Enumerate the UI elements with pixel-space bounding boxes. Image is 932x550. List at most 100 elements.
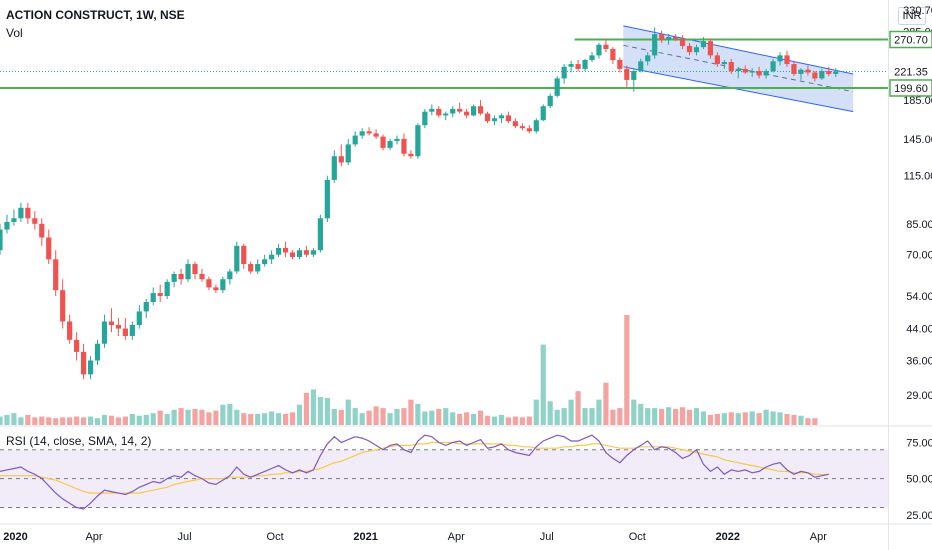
currency-selector[interactable]: INR	[898, 7, 926, 25]
candle-body	[826, 71, 832, 74]
candle-body	[436, 108, 442, 116]
price-label-text: 221.35	[894, 67, 928, 79]
volume-bar	[60, 417, 66, 425]
candle-body	[603, 44, 609, 50]
candle-body	[157, 293, 163, 296]
volume-bar	[603, 382, 609, 425]
candle-body	[289, 252, 296, 257]
volume-bar	[464, 412, 470, 425]
candle-body	[331, 156, 337, 180]
candle-body	[568, 64, 574, 67]
volume-bar	[157, 410, 163, 425]
candle-body	[728, 62, 734, 72]
candle-body	[471, 106, 477, 116]
candle-body	[387, 141, 393, 148]
volume-bar	[791, 414, 797, 425]
volume-bar	[171, 409, 177, 425]
candle-body	[672, 37, 679, 39]
volume-bar	[324, 397, 330, 425]
volume-bar	[150, 413, 156, 425]
y-tick-label: 29.00	[906, 390, 932, 402]
volume-bar	[11, 413, 17, 425]
volume-bar	[686, 409, 693, 425]
volume-bar	[561, 408, 567, 425]
candle-body	[94, 343, 101, 361]
candle-body	[352, 135, 358, 145]
volume-bar	[770, 411, 776, 425]
x-tick-label: Apr	[85, 531, 102, 543]
y-tick-label: 85.00	[906, 219, 932, 231]
candle-body	[296, 250, 303, 257]
volume-bar	[582, 408, 588, 425]
candle-body	[178, 274, 184, 280]
volume-bar	[512, 416, 518, 425]
candle-body	[617, 59, 623, 69]
candle-body	[763, 71, 769, 76]
candle-body	[638, 61, 644, 72]
volume-bar	[436, 408, 442, 425]
candle-body	[624, 68, 630, 80]
price-label: 270.70	[889, 30, 932, 49]
candle-body	[659, 34, 665, 40]
candle-body	[74, 339, 80, 352]
candle-body	[540, 106, 546, 121]
y-tick-label-top: 330.70	[903, 5, 932, 17]
candle-body	[679, 38, 686, 46]
rsi-tick-label: 50.00	[906, 474, 932, 486]
candle-body	[666, 37, 672, 40]
candle-body	[450, 108, 456, 114]
volume-bar	[143, 414, 149, 425]
volume-bar	[269, 411, 275, 425]
volume-bar	[679, 407, 686, 425]
volume-bar	[519, 417, 525, 425]
candle-body	[220, 279, 226, 291]
volume-bar	[763, 409, 769, 425]
volume-bar	[380, 408, 386, 425]
candle-body	[401, 138, 407, 154]
chart-title: ACTION CONSTRUCT, 1W, NSE	[6, 8, 185, 22]
volume-bar	[728, 412, 734, 425]
candle-body	[171, 274, 177, 282]
candle-body	[18, 207, 24, 219]
volume-bar	[617, 408, 623, 425]
candle-body	[686, 45, 693, 53]
volume-bar	[805, 418, 811, 425]
candle-body	[192, 264, 198, 275]
y-tick-label: 115.00	[904, 171, 932, 183]
volume-bar	[756, 413, 762, 425]
x-tick-label: Apr	[448, 531, 465, 543]
candle-body	[4, 221, 10, 230]
volume-bar	[129, 414, 135, 425]
volume-bar	[220, 404, 226, 425]
volume-bar	[192, 408, 198, 425]
candle-body	[275, 248, 282, 255]
candle-body	[770, 61, 776, 72]
candle-body	[700, 41, 707, 48]
volume-bar	[122, 416, 128, 425]
volume-bar	[303, 392, 310, 425]
volume-bar	[477, 410, 484, 425]
candle-body	[784, 55, 790, 65]
volume-bar	[714, 414, 720, 425]
x-tick-label: Jul	[178, 531, 192, 543]
volume-bar	[589, 408, 595, 425]
rsi-tick-label: 25.00	[906, 510, 932, 522]
candle-body	[554, 78, 560, 96]
candle-body	[457, 108, 463, 112]
candle-body	[122, 328, 128, 336]
candle-body	[136, 311, 142, 325]
volume-bar	[415, 403, 421, 425]
volume-bar	[331, 408, 337, 425]
volume-bar	[784, 414, 790, 425]
candle-body	[812, 72, 818, 79]
candle-body	[303, 250, 310, 255]
volume-bar	[484, 415, 491, 425]
y-tick-label: 36.00	[906, 355, 932, 367]
x-tick-label: 2020	[3, 531, 27, 543]
volume-bar	[178, 408, 184, 425]
volume-bar	[74, 416, 80, 425]
volume-bar	[498, 414, 505, 425]
candle-body	[143, 301, 149, 312]
candle-body	[115, 324, 121, 329]
